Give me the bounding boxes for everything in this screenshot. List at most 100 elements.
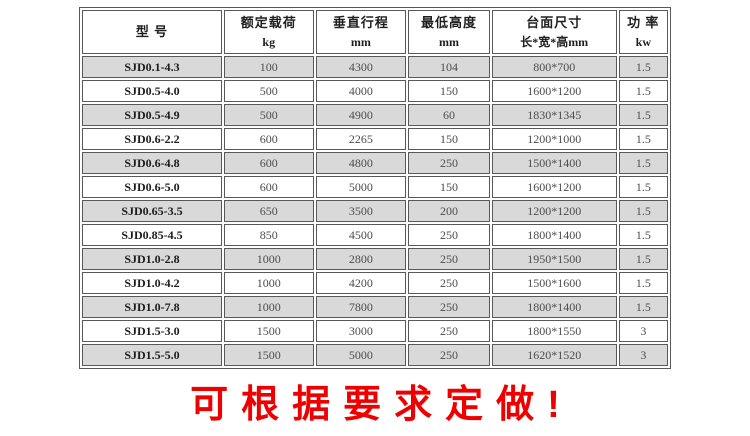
- spec-table-body: SJD0.1-4.3 100 4300 104 800*700 1.5 SJD0.5-4.0…: [82, 56, 668, 366]
- value-cell: 104: [408, 56, 490, 78]
- model-cell: SJD1.0-7.8: [82, 296, 222, 318]
- column-title: 最低高度: [420, 15, 477, 30]
- column-header-3: 最低高度 mm: [408, 10, 490, 54]
- value-cell: 600: [223, 176, 314, 198]
- model-cell: SJD0.6-2.2: [82, 128, 222, 150]
- value-cell: 1.5: [618, 104, 668, 126]
- column-title: 额定载荷: [240, 15, 297, 30]
- value-cell: 3500: [315, 200, 407, 222]
- value-cell: 250: [408, 272, 490, 294]
- column-unit: mm: [350, 35, 371, 49]
- table-row: SJD0.1-4.3 100 4300 104 800*700 1.5: [82, 56, 668, 78]
- model-cell: SJD0.65-3.5: [82, 200, 222, 222]
- value-cell: 1.5: [618, 248, 668, 270]
- value-cell: 1500: [223, 344, 314, 366]
- value-cell: 1.5: [618, 272, 668, 294]
- table-row: SJD1.0-2.8 1000 2800 250 1950*1500 1.5: [82, 248, 668, 270]
- value-cell: 1000: [223, 296, 314, 318]
- value-cell: 1200*1000: [491, 128, 617, 150]
- column-header-2: 垂直行程 mm: [315, 10, 407, 54]
- value-cell: 250: [408, 320, 490, 342]
- value-cell: 1950*1500: [491, 248, 617, 270]
- value-cell: 650: [223, 200, 314, 222]
- value-cell: 250: [408, 296, 490, 318]
- value-cell: 1.5: [618, 128, 668, 150]
- value-cell: 1000: [223, 248, 314, 270]
- table-row: SJD0.6-4.8 600 4800 250 1500*1400 1.5: [82, 152, 668, 174]
- value-cell: 150: [408, 176, 490, 198]
- column-unit: 长*宽*高mm: [520, 35, 589, 49]
- column-title: 台面尺寸: [526, 15, 583, 30]
- value-cell: 1.5: [618, 224, 668, 246]
- value-cell: 4800: [315, 152, 407, 174]
- value-cell: 1.5: [618, 152, 668, 174]
- spec-table-header: 型 号 额定载荷 kg 垂直行程 mm 最低高度 mm 台面尺寸长*宽*高mm 功 率 kw: [82, 10, 668, 54]
- table-row: SJD1.5-5.0 1500 5000 250 1620*1520 3: [82, 344, 668, 366]
- model-cell: SJD0.85-4.5: [82, 224, 222, 246]
- value-cell: 3000: [315, 320, 407, 342]
- column-title: 型 号: [135, 24, 169, 39]
- value-cell: 1.5: [618, 176, 668, 198]
- value-cell: 1800*1400: [491, 224, 617, 246]
- value-cell: 2265: [315, 128, 407, 150]
- column-title: 功 率: [627, 15, 660, 30]
- value-cell: 1500*1600: [491, 272, 617, 294]
- table-row: SJD0.5-4.9 500 4900 60 1830*1345 1.5: [82, 104, 668, 126]
- table-row: SJD1.0-4.2 1000 4200 250 1500*1600 1.5: [82, 272, 668, 294]
- column-header-1: 额定载荷 kg: [223, 10, 314, 54]
- column-unit: kw: [635, 35, 651, 49]
- value-cell: 1.5: [618, 80, 668, 102]
- value-cell: 4500: [315, 224, 407, 246]
- value-cell: 4900: [315, 104, 407, 126]
- table-row: SJD1.5-3.0 1500 3000 250 1800*1550 3: [82, 320, 668, 342]
- table-row: SJD0.65-3.5 650 3500 200 1200*1200 1.5: [82, 200, 668, 222]
- value-cell: 600: [223, 152, 314, 174]
- value-cell: 3: [618, 344, 668, 366]
- value-cell: 1800*1550: [491, 320, 617, 342]
- value-cell: 250: [408, 224, 490, 246]
- header-row: 型 号 额定载荷 kg 垂直行程 mm 最低高度 mm 台面尺寸长*宽*高mm 功 率 kw: [82, 10, 668, 54]
- value-cell: 1000: [223, 272, 314, 294]
- value-cell: 1500*1400: [491, 152, 617, 174]
- value-cell: 150: [408, 80, 490, 102]
- custom-order-note: 可根据要求定做!: [190, 384, 573, 426]
- value-cell: 1200*1200: [491, 200, 617, 222]
- column-header-0: 型 号: [82, 10, 222, 54]
- spec-table: 型 号 额定载荷 kg 垂直行程 mm 最低高度 mm 台面尺寸长*宽*高mm 功 率 kw SJ…: [79, 7, 671, 369]
- value-cell: 7800: [315, 296, 407, 318]
- column-unit: kg: [262, 35, 276, 49]
- value-cell: 250: [408, 152, 490, 174]
- column-title: 垂直行程: [332, 15, 389, 30]
- value-cell: 1.5: [618, 56, 668, 78]
- value-cell: 150: [408, 128, 490, 150]
- model-cell: SJD0.6-5.0: [82, 176, 222, 198]
- model-cell: SJD1.5-3.0: [82, 320, 222, 342]
- value-cell: 5000: [315, 344, 407, 366]
- column-unit: mm: [438, 35, 459, 49]
- value-cell: 200: [408, 200, 490, 222]
- value-cell: 800*700: [491, 56, 617, 78]
- column-header-5: 功 率 kw: [618, 10, 668, 54]
- value-cell: 1600*1200: [491, 80, 617, 102]
- value-cell: 250: [408, 344, 490, 366]
- value-cell: 4200: [315, 272, 407, 294]
- table-row: SJD1.0-7.8 1000 7800 250 1800*1400 1.5: [82, 296, 668, 318]
- value-cell: 3: [618, 320, 668, 342]
- model-cell: SJD1.0-4.2: [82, 272, 222, 294]
- table-row: SJD0.85-4.5 850 4500 250 1800*1400 1.5: [82, 224, 668, 246]
- value-cell: 60: [408, 104, 490, 126]
- table-row: SJD0.6-2.2 600 2265 150 1200*1000 1.5: [82, 128, 668, 150]
- model-cell: SJD0.1-4.3: [82, 56, 222, 78]
- value-cell: 1500: [223, 320, 314, 342]
- value-cell: 500: [223, 104, 314, 126]
- value-cell: 5000: [315, 176, 407, 198]
- column-header-4: 台面尺寸长*宽*高mm: [491, 10, 617, 54]
- value-cell: 850: [223, 224, 314, 246]
- value-cell: 100: [223, 56, 314, 78]
- value-cell: 1600*1200: [491, 176, 617, 198]
- model-cell: SJD0.5-4.0: [82, 80, 222, 102]
- value-cell: 600: [223, 128, 314, 150]
- value-cell: 4000: [315, 80, 407, 102]
- value-cell: 500: [223, 80, 314, 102]
- model-cell: SJD0.6-4.8: [82, 152, 222, 174]
